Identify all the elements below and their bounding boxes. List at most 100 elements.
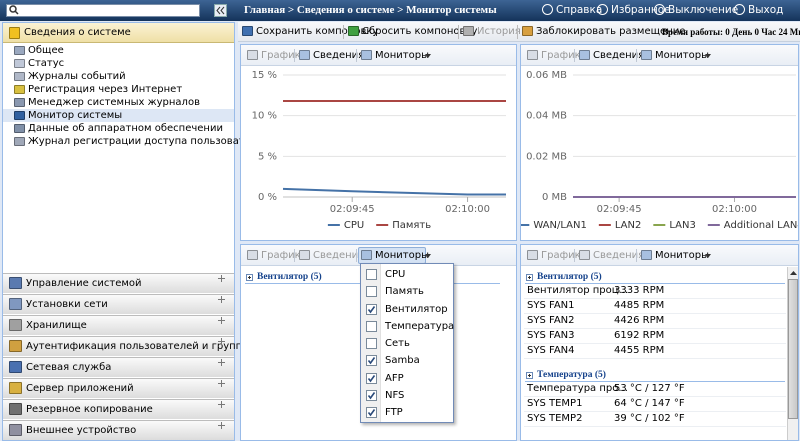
nav-group-label[interactable]: Управление системой (26, 278, 142, 289)
checkbox[interactable] (366, 389, 377, 401)
sidebar-section-title[interactable]: Сведения о системе (24, 27, 131, 38)
arrow (425, 254, 431, 258)
series-line (282, 187, 506, 196)
nav-group[interactable] (3, 294, 234, 314)
menu-item[interactable]: Температура (385, 320, 455, 332)
nav-group[interactable] (3, 378, 234, 398)
checkbox[interactable] (366, 303, 377, 315)
y-tick-label: 0.02 MB (526, 151, 567, 162)
icon (463, 26, 474, 36)
checkbox[interactable] (366, 320, 377, 332)
panel-tool[interactable]: Графика (541, 50, 587, 61)
nav-group[interactable] (3, 336, 234, 356)
toolbar-button[interactable]: Сбросить компоновку (362, 26, 478, 37)
panel-tool[interactable]: Графика (261, 50, 307, 61)
y-tick-label: 0.04 MB (526, 111, 567, 122)
nav-item[interactable]: Менеджер системных журналов (28, 97, 200, 108)
nav-group-label[interactable]: Сервер приложений (26, 383, 134, 394)
table-cell: 3333 RPM (614, 285, 665, 296)
panel-tool[interactable]: Сведения (313, 250, 365, 261)
checkbox-box (366, 338, 377, 349)
nav-item[interactable]: Монитор системы (28, 110, 123, 121)
checkbox[interactable] (366, 372, 377, 384)
sidebar-section-header (3, 23, 234, 43)
menu-item[interactable]: Samba (385, 355, 420, 367)
x-tick-label: 02:10:00 (445, 204, 490, 215)
nav-item[interactable]: Общее (28, 45, 64, 56)
checkbox[interactable] (366, 269, 377, 280)
nav-item[interactable]: Журнал регистрации доступа пользователей (28, 136, 270, 147)
panel-tool[interactable]: Сведения (313, 50, 365, 61)
menu-item[interactable]: CPU (385, 269, 406, 280)
panel-tool[interactable]: Графика (261, 250, 307, 261)
menu-item[interactable]: Вентилятор (385, 303, 448, 315)
header-link[interactable]: Справка (556, 4, 603, 16)
panel-tool[interactable]: Мониторы (375, 250, 429, 261)
separator (294, 249, 295, 262)
expand-icon (218, 317, 225, 324)
legend-label: CPU (344, 220, 364, 231)
checkbox[interactable] (366, 286, 377, 298)
nav-group[interactable] (3, 315, 234, 335)
header-link[interactable]: Выключение (668, 4, 739, 16)
row-divider (524, 343, 786, 344)
panel-tool[interactable]: Сведения (593, 250, 645, 261)
row-divider (524, 328, 786, 329)
panel-tool[interactable]: Мониторы (655, 250, 709, 261)
panel-tool[interactable]: Мониторы (655, 50, 709, 61)
nav-group[interactable] (3, 273, 234, 293)
panel-tool[interactable]: Сведения (593, 50, 645, 61)
table-cell: 4426 RPM (614, 315, 665, 326)
toolbar-button[interactable]: Заблокировать размещение (536, 26, 686, 37)
checkbox[interactable] (366, 407, 377, 418)
section-title: Температура (5) (537, 370, 606, 380)
menu-item[interactable]: Память (385, 286, 424, 298)
checkbox[interactable] (366, 338, 377, 349)
row-divider (524, 358, 786, 359)
icon (242, 26, 253, 36)
checkbox[interactable] (366, 355, 377, 367)
table-cell: SYS TEMP1 (527, 398, 583, 409)
header-link[interactable]: Выход (748, 4, 784, 16)
icon (9, 340, 22, 352)
dropdown-arrow (705, 54, 711, 58)
lens (9, 5, 17, 13)
x-tick-label: 02:09:45 (597, 204, 642, 215)
nav-group[interactable] (3, 399, 234, 419)
toolbar-button[interactable]: Сохранить компоновку (256, 26, 379, 37)
panel-tool[interactable]: Мониторы (375, 50, 429, 61)
menu-item[interactable]: AFP (385, 372, 404, 384)
nav-group-label[interactable]: Сетевая служба (26, 362, 112, 373)
nav-group-label[interactable]: Установки сети (26, 299, 108, 310)
nav-group-label[interactable]: Резервное копирование (26, 404, 153, 415)
toolbar-button[interactable]: История (477, 26, 521, 37)
collapse-button[interactable] (214, 4, 227, 17)
checkmark (367, 374, 376, 382)
menu-item[interactable]: Сеть (385, 338, 410, 349)
nav-group[interactable] (3, 420, 234, 440)
nav-item[interactable]: Регистрация через Интернет (28, 84, 183, 95)
menu-item[interactable]: FTP (385, 407, 403, 418)
nav-group-label[interactable]: Хранилище (26, 320, 87, 331)
nav-item[interactable]: Данные об аппаратном обеспечении (28, 123, 223, 134)
separator (636, 49, 637, 62)
panel: Графика Сведения Мониторы Вентилятор (5) Вен… (520, 244, 799, 441)
nav-item[interactable]: Статус (28, 58, 65, 69)
nav-group-label[interactable]: Внешнее устройство (26, 425, 137, 436)
menu-item[interactable]: NFS (385, 389, 405, 401)
nav-group[interactable] (3, 357, 234, 377)
breadcrumb[interactable]: Главная > Сведения о системе > Монитор с… (244, 4, 497, 16)
row-divider (524, 411, 786, 412)
table-cell: 39 °C / 102 °F (614, 413, 685, 424)
icon (14, 59, 25, 68)
legend-label: LAN2 (615, 220, 641, 231)
search-box[interactable] (6, 4, 200, 17)
nav-group-label[interactable]: Аутентификация пользователей и групп (26, 341, 243, 352)
nav-item[interactable]: Журналы событий (28, 71, 126, 82)
panel-tool[interactable]: Графика (541, 250, 587, 261)
scrollbar-thumb[interactable] (788, 279, 798, 419)
table-cell: SYS FAN3 (527, 330, 575, 341)
table-cell: 4455 RPM (614, 345, 665, 356)
table-cell: SYS FAN2 (527, 315, 575, 326)
